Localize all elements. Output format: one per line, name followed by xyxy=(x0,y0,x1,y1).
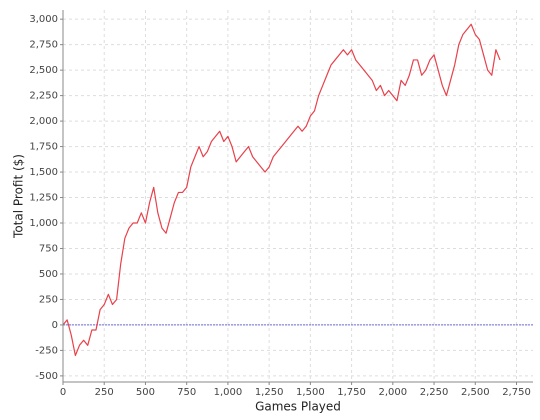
x-tick-label: 750 xyxy=(177,387,196,398)
y-tick-label: -500 xyxy=(35,371,58,382)
y-tick-label: 0 xyxy=(52,320,58,331)
y-tick-label: 2,250 xyxy=(29,91,58,102)
y-tick-label: 750 xyxy=(39,243,58,254)
profit-line xyxy=(62,23,501,357)
y-tick-label: 3,000 xyxy=(29,14,58,25)
x-tick-label: 1,250 xyxy=(255,387,284,398)
x-tick-label: 2,000 xyxy=(379,387,408,398)
x-tick-label: 1,000 xyxy=(214,387,243,398)
y-tick-label: 250 xyxy=(39,294,58,305)
x-tick-label: 1,750 xyxy=(337,387,366,398)
y-tick-label: 2,000 xyxy=(29,116,58,127)
x-tick-label: 1,500 xyxy=(296,387,325,398)
x-tick-label: 250 xyxy=(95,387,114,398)
y-tick-label: 1,000 xyxy=(29,218,58,229)
y-tick-label: 2,500 xyxy=(29,65,58,76)
y-tick-label: -250 xyxy=(35,345,58,356)
x-tick-label: 2,250 xyxy=(420,387,449,398)
y-tick-label: 2,750 xyxy=(29,40,58,51)
x-tick-label: 0 xyxy=(60,387,66,398)
x-tick-label: 500 xyxy=(136,387,155,398)
x-axis-title: Games Played xyxy=(255,400,341,414)
x-tick-label: 2,500 xyxy=(461,387,490,398)
plot-area xyxy=(63,10,533,382)
y-tick-label: 1,750 xyxy=(29,142,58,153)
y-tick-label: 500 xyxy=(39,269,58,280)
y-tick-label: 1,500 xyxy=(29,167,58,178)
y-tick-label: 1,250 xyxy=(29,193,58,204)
y-axis-title: Total Profit ($) xyxy=(12,154,26,239)
x-tick-label: 2,750 xyxy=(502,387,531,398)
